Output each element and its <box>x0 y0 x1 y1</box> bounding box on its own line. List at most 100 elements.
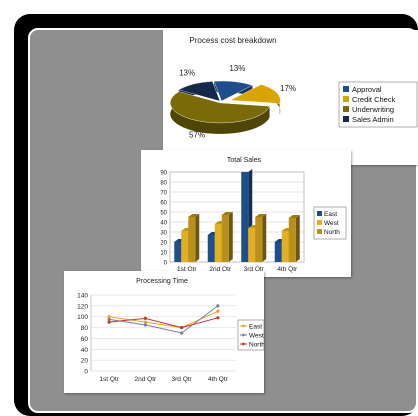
bar <box>207 235 215 262</box>
pie-slice <box>170 91 270 124</box>
bar-side <box>295 215 300 262</box>
bar <box>181 231 189 262</box>
bar <box>188 217 196 262</box>
line-point <box>143 320 147 324</box>
line-x-tick: 3rd Qtr <box>172 376 193 383</box>
line-point <box>216 304 220 308</box>
line-x-tick: 4th Qtr <box>208 376 229 383</box>
bar-x-tick: 1st Qtr <box>177 266 197 273</box>
bar <box>248 228 256 262</box>
pie-chart: Process cost breakdown 13% 17% 57% 13% Appr… <box>170 36 418 139</box>
line-point <box>180 331 184 335</box>
line-series <box>109 317 219 329</box>
pie-legend-label: Approval <box>352 85 382 94</box>
bar-legend-swatch <box>317 220 322 225</box>
pie-legend-swatch <box>343 116 349 122</box>
bar <box>255 217 263 262</box>
bar-y-tick: 20 <box>160 241 167 247</box>
bar <box>281 231 289 262</box>
bar-legend-swatch <box>317 211 322 216</box>
bar-y-tick: 50 <box>160 211 167 217</box>
line-y-tick: 60 <box>81 336 89 343</box>
bar <box>241 172 249 262</box>
line-legend: East West North <box>237 319 265 351</box>
bar-legend-label: West <box>324 220 339 227</box>
bar-chart: Total Sales 0 10 20 30 40 50 60 70 80 90 1st Qtr 2n… <box>160 157 347 273</box>
bar-x-tick: 4th Qtr <box>277 266 298 273</box>
line-point <box>107 317 111 322</box>
bar-legend-label: North <box>324 229 340 236</box>
line-point <box>143 316 147 320</box>
bar <box>274 242 282 262</box>
pie-slice <box>229 84 281 104</box>
bar-x-tick: 2nd Qtr <box>209 266 232 273</box>
bar-top <box>221 212 233 215</box>
pie-slice <box>213 80 253 102</box>
line-legend-label: West <box>249 333 264 340</box>
pie-slice-side <box>170 91 270 134</box>
bar-y-tick: 70 <box>160 191 167 197</box>
line-legend-label: North <box>249 342 264 349</box>
pie-data-label: 13% <box>229 64 245 73</box>
line-y-tick: 20 <box>81 358 89 365</box>
line-y-tick: 140 <box>77 293 88 300</box>
bar-y-tick: 30 <box>160 231 167 237</box>
pie-legend-swatch <box>343 96 349 102</box>
bar-y-tick: 0 <box>164 261 168 267</box>
pie-data-label: 13% <box>179 68 195 77</box>
line-x-tick: 1st Qtr <box>99 376 119 383</box>
line-point <box>143 323 147 327</box>
line-chart-card: Processing Time 0 20 40 60 80 100 120 140 1st Qt… <box>64 271 265 393</box>
line-title: Processing Time <box>136 278 188 285</box>
line-x-tick: 2nd Qtr <box>135 376 158 383</box>
bar-chart-card: Total Sales 0 10 20 30 40 50 60 70 80 90 1st Qtr 2n… <box>141 150 351 277</box>
bar-side <box>228 212 233 262</box>
pie-legend-label: Sales Admin <box>352 115 394 124</box>
bar-side <box>262 214 267 262</box>
bar-legend: East West North <box>313 206 347 240</box>
pie-data-label: 57% <box>189 130 205 139</box>
bar-side <box>195 214 200 262</box>
pie-legend-box <box>338 81 418 128</box>
line-point <box>216 309 220 313</box>
line-y-tick: 40 <box>81 347 89 354</box>
line-legend-label: East <box>249 324 262 331</box>
line-y-tick: 0 <box>84 369 88 376</box>
line-y-tick: 120 <box>77 303 88 310</box>
line-point <box>107 315 111 319</box>
pie-legend-label: Credit Check <box>352 95 396 104</box>
pie-legend-swatch <box>343 86 349 92</box>
bar <box>288 218 296 262</box>
bar-top <box>188 214 200 217</box>
pie-chart-card: Process cost breakdown 13% 17% 57% 13% Appr… <box>163 30 418 165</box>
line-legend-marker <box>242 333 245 337</box>
bar-y-tick: 60 <box>160 201 167 207</box>
pie-slice <box>178 81 221 102</box>
pie-data-label: 17% <box>280 84 296 93</box>
bar <box>221 215 229 262</box>
line-point <box>107 320 111 324</box>
line-point <box>216 316 220 320</box>
bar <box>174 242 182 262</box>
line-y-tick: 80 <box>81 325 89 332</box>
bar-x-tick: 3rd Qtr <box>244 266 265 273</box>
line-point <box>180 325 184 330</box>
bar-y-tick: 80 <box>160 181 167 187</box>
line-series <box>109 305 219 334</box>
bar-legend-label: East <box>324 211 337 218</box>
line-chart: Processing Time 0 20 40 60 80 100 120 140 1st Qt… <box>77 278 265 383</box>
pie-legend-label: Underwriting <box>352 105 394 114</box>
pie-legend-swatch <box>343 106 349 112</box>
bar-y-tick: 90 <box>160 171 167 177</box>
line-series <box>109 310 219 329</box>
bar-title: Total Sales <box>227 157 262 164</box>
bar-top <box>255 214 267 217</box>
bar-legend-swatch <box>317 229 322 234</box>
bar-top <box>288 215 300 218</box>
line-legend-marker <box>242 324 245 328</box>
bar-y-tick: 40 <box>160 221 167 227</box>
pie-title: Process cost breakdown <box>189 36 276 45</box>
bar <box>214 224 222 262</box>
bar-y-tick: 10 <box>160 251 167 257</box>
